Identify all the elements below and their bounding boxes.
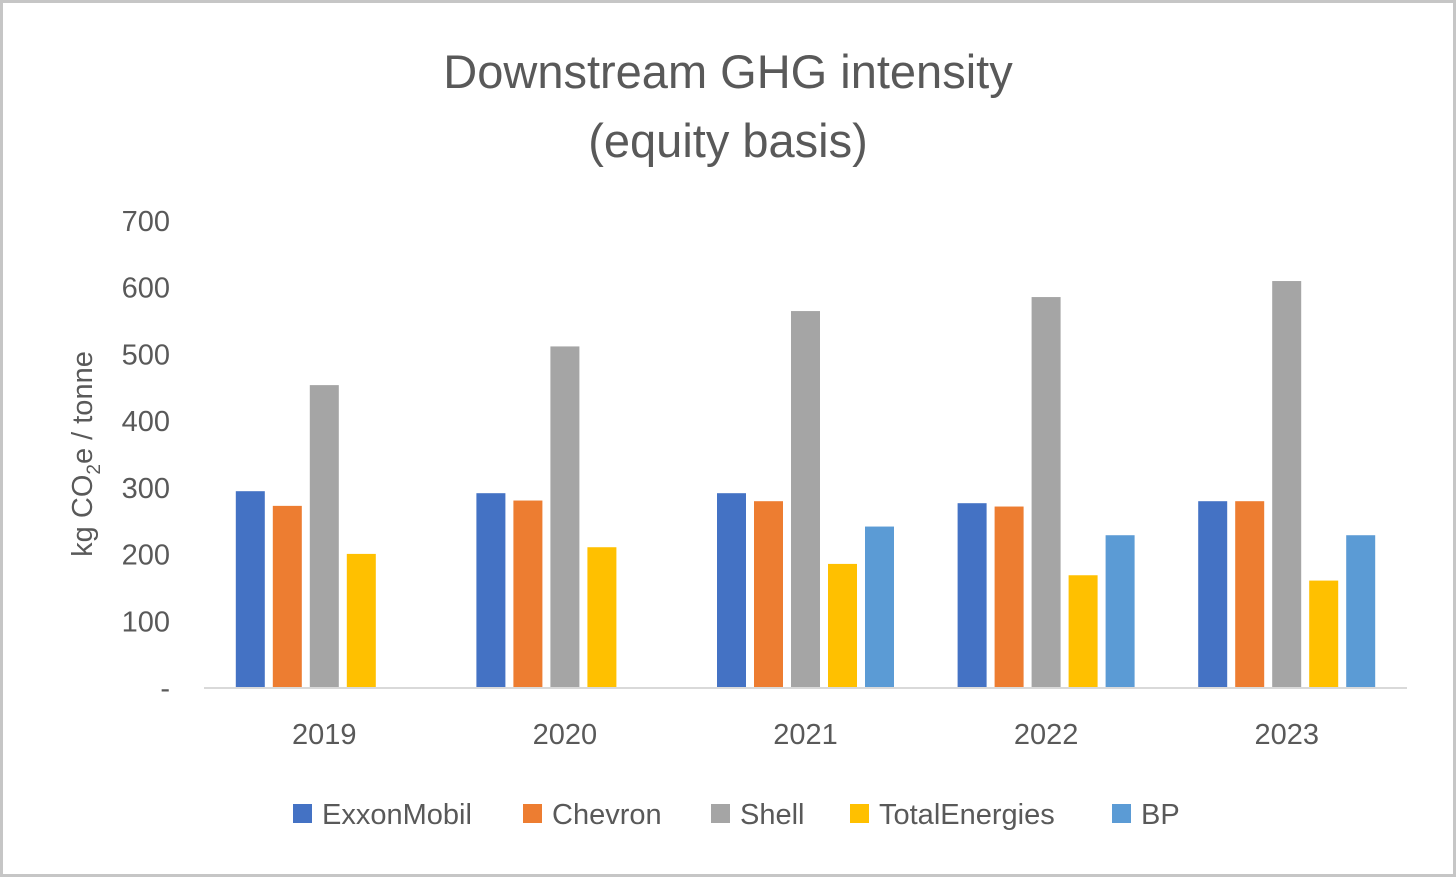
- bar-exxonmobil-2022: [957, 503, 987, 688]
- bar-bp-2021: [865, 526, 894, 688]
- bars-group: [235, 281, 1376, 688]
- x-tick-label: 2022: [1014, 719, 1079, 751]
- bar-chevron-2021: [754, 501, 783, 688]
- legend-swatch-shell: [711, 804, 730, 823]
- y-axis-label-prefix: kg CO: [67, 475, 99, 557]
- legend-label-chevron: Chevron: [552, 799, 662, 831]
- bar-exxonmobil-2019: [235, 491, 265, 688]
- y-tick-label: -: [160, 673, 170, 705]
- chart-title-line1: Downstream GHG intensity: [443, 45, 1013, 98]
- bar-chevron-2020: [513, 500, 543, 688]
- bar-exxonmobil-2020: [476, 493, 506, 688]
- x-tick-label: 2023: [1254, 719, 1319, 751]
- x-axis-ticks: 2019 2020 2021 2022 2023: [292, 719, 1319, 751]
- x-tick-label: 2021: [773, 719, 838, 751]
- legend-label-exxonmobil: ExxonMobil: [322, 799, 472, 831]
- bar-totalenergies-2020: [587, 547, 617, 688]
- bar-totalenergies-2023: [1309, 580, 1339, 688]
- legend-swatch-bp: [1112, 804, 1131, 823]
- x-tick-label: 2020: [533, 719, 598, 751]
- bar-shell-2023: [1272, 281, 1302, 688]
- y-axis-label-suffix: e / tonne: [67, 351, 99, 464]
- legend-swatch-totalenergies: [850, 804, 869, 823]
- y-tick-label: 100: [122, 606, 170, 638]
- legend-swatch-exxonmobil: [293, 804, 312, 823]
- x-tick-label: 2019: [292, 719, 357, 751]
- legend-label-totalenergies: TotalEnergies: [879, 799, 1055, 831]
- y-tick-label: 400: [122, 406, 170, 438]
- bar-totalenergies-2022: [1068, 575, 1098, 688]
- bar-totalenergies-2019: [346, 553, 376, 688]
- legend: ExxonMobil Chevron Shell TotalEnergies BP: [293, 799, 1180, 831]
- chart-title-line2: (equity basis): [588, 114, 868, 167]
- y-axis-label-subscript: 2: [84, 464, 105, 475]
- bar-totalenergies-2021: [828, 563, 857, 688]
- bar-chevron-2019: [272, 505, 302, 688]
- legend-label-bp: BP: [1141, 799, 1180, 831]
- bar-shell-2019: [309, 385, 339, 688]
- bar-exxonmobil-2021: [717, 493, 746, 688]
- y-tick-label: 200: [122, 540, 170, 572]
- bar-chevron-2023: [1235, 501, 1265, 688]
- bar-shell-2020: [550, 346, 580, 688]
- bar-bp-2022: [1105, 535, 1135, 688]
- y-tick-label: 300: [122, 473, 170, 505]
- y-tick-label: 600: [122, 273, 170, 305]
- bar-shell-2022: [1031, 297, 1061, 688]
- y-axis-ticks: - 100 200 300 400 500 600 700: [122, 206, 170, 705]
- bar-shell-2021: [791, 311, 820, 688]
- y-tick-label: 700: [122, 206, 170, 238]
- bar-exxonmobil-2023: [1198, 501, 1228, 688]
- bar-chevron-2022: [994, 506, 1024, 688]
- bar-bp-2023: [1346, 535, 1376, 688]
- legend-swatch-chevron: [523, 804, 542, 823]
- legend-label-shell: Shell: [740, 799, 805, 831]
- y-tick-label: 500: [122, 339, 170, 371]
- y-axis-label: kg CO2e / tonne: [67, 351, 105, 557]
